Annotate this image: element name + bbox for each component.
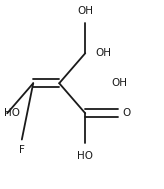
Text: OH: OH xyxy=(77,6,93,16)
Text: O: O xyxy=(123,108,131,118)
Text: HO: HO xyxy=(4,108,20,118)
Text: OH: OH xyxy=(95,48,111,58)
Text: F: F xyxy=(19,145,25,155)
Text: OH: OH xyxy=(111,78,127,88)
Text: HO: HO xyxy=(77,151,93,161)
